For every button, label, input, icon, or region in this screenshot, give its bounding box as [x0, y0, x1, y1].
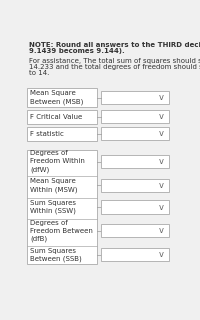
Bar: [101, 91, 169, 104]
Text: 9.1439 becomes 9.144).: 9.1439 becomes 9.144).: [29, 48, 125, 54]
Bar: [101, 224, 169, 237]
Bar: [101, 127, 169, 140]
Text: Degrees of
Freedom Within
(dfW): Degrees of Freedom Within (dfW): [30, 150, 85, 173]
Text: v: v: [159, 181, 164, 190]
Text: For assistance, The total sum of squares should sum to: For assistance, The total sum of squares…: [29, 58, 200, 64]
Bar: [27, 110, 97, 124]
Text: v: v: [159, 203, 164, 212]
Bar: [27, 88, 97, 107]
Text: v: v: [159, 250, 164, 259]
Bar: [101, 155, 169, 168]
Text: NOTE: Round all answers to the THIRD decimal (e.g.: NOTE: Round all answers to the THIRD dec…: [29, 42, 200, 48]
Text: Mean Square
Between (MSB): Mean Square Between (MSB): [30, 91, 84, 105]
Text: F Critical Value: F Critical Value: [30, 114, 83, 120]
Bar: [27, 150, 97, 264]
Text: v: v: [159, 157, 164, 166]
Bar: [101, 110, 169, 124]
Text: v: v: [159, 112, 164, 121]
Bar: [101, 201, 169, 213]
Text: 14.233 and the total degrees of freedom should sum: 14.233 and the total degrees of freedom …: [29, 64, 200, 70]
Text: v: v: [159, 129, 164, 138]
Text: Sum Squares
Within (SSW): Sum Squares Within (SSW): [30, 200, 76, 214]
Text: Mean Square
Within (MSW): Mean Square Within (MSW): [30, 178, 78, 193]
Text: Degrees of
Freedom Between
(dfB): Degrees of Freedom Between (dfB): [30, 220, 93, 242]
Bar: [101, 179, 169, 192]
Bar: [101, 248, 169, 261]
Text: to 14.: to 14.: [29, 70, 49, 76]
Text: Sum Squares
Between (SSB): Sum Squares Between (SSB): [30, 248, 82, 262]
Text: v: v: [159, 227, 164, 236]
Text: F statistic: F statistic: [30, 131, 64, 137]
Text: v: v: [159, 93, 164, 102]
Bar: [27, 127, 97, 141]
